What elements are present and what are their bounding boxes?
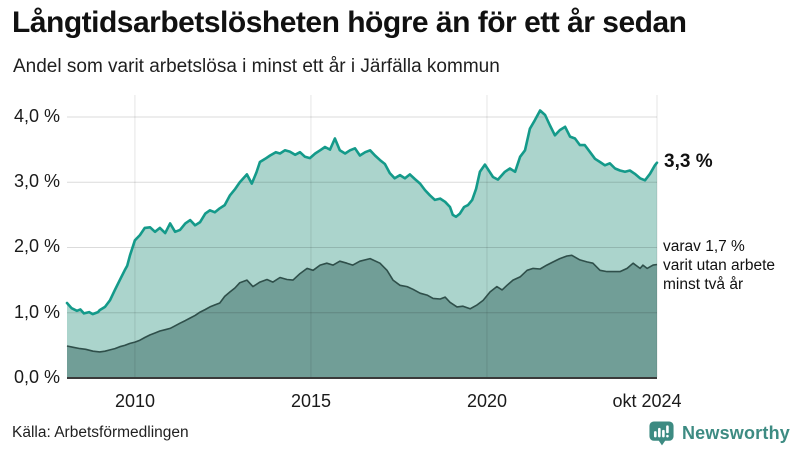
- newsworthy-bubble-chart-icon: [649, 421, 674, 446]
- page-title: Långtidsarbetslösheten högre än för ett …: [12, 6, 687, 39]
- y-tick-label-2: 2,0 %: [13, 236, 60, 256]
- newsworthy-wordmark: Newsworthy: [681, 423, 790, 443]
- y-tick-label-1: 1,0 %: [13, 302, 60, 322]
- source-attribution: Källa: Arbetsförmedlingen: [12, 424, 189, 441]
- y-tick-label-3: 3,0 %: [13, 171, 60, 191]
- total-line: [65, 109, 659, 316]
- chart-subtitle: Andel som varit arbetslösa i minst ett å…: [13, 56, 500, 77]
- y-tick-label-0: 0,0 %: [13, 367, 60, 387]
- two-year-annotation-line2: varit utan arbete: [663, 257, 776, 274]
- y-tick-label-4: 4,0 %: [13, 106, 60, 126]
- gridlines: [67, 95, 658, 377]
- newsworthy-logo: Newsworthy: [648, 420, 790, 447]
- two-year-annotation-line1: varav 1,7 %: [663, 238, 745, 255]
- x-tick-label-okt2024: okt 2024: [612, 391, 682, 411]
- two-year-area-fill: [67, 255, 657, 378]
- latest-total-value-label: 3,3 %: [664, 151, 713, 172]
- x-tick-label-2010: 2010: [114, 391, 156, 411]
- two-year-line: [66, 254, 658, 353]
- two-year-annotation: varav 1,7 % varit utan arbete minst två …: [663, 237, 775, 294]
- two-year-annotation-line3: minst två år: [663, 276, 744, 293]
- x-tick-label-2020: 2020: [466, 391, 508, 411]
- x-tick-label-2015: 2015: [290, 391, 332, 411]
